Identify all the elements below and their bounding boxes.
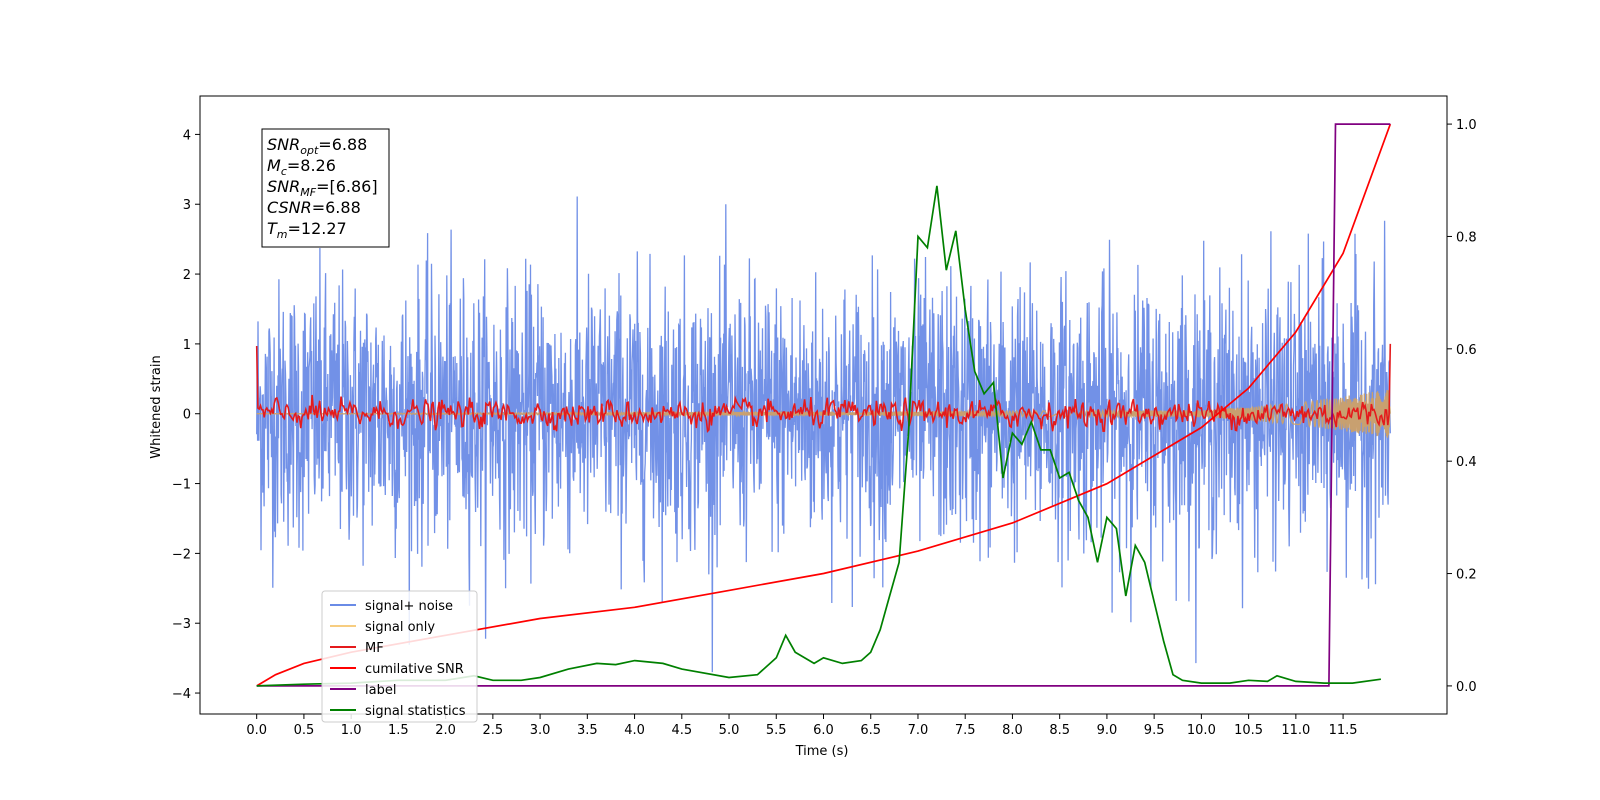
- y-axis-left: −4 −3 −2 −1 0 1 2 3 4: [172, 128, 200, 702]
- legend-label: signal+ noise: [365, 599, 453, 614]
- x-tick-label: 2.0: [435, 723, 456, 738]
- annotation-frame: [261, 128, 390, 248]
- legend-label: MF: [365, 641, 384, 656]
- y2-tick-label: 0.6: [1456, 343, 1477, 358]
- x-tick-label: 7.5: [955, 723, 976, 738]
- y-tick-label: 4: [183, 128, 191, 143]
- legend-label: signal statistics: [365, 704, 466, 719]
- x-tick-label: 10.0: [1187, 723, 1216, 738]
- x-tick-label: 8.5: [1049, 723, 1070, 738]
- annotation-line: SNRMF=[6.86]: [267, 177, 378, 199]
- y-axis-label: Whitened strain: [149, 355, 164, 458]
- annotation-line: Tm=12.27: [267, 219, 347, 241]
- x-tick-label: 6.0: [813, 723, 834, 738]
- x-tick-label: 5.5: [766, 723, 787, 738]
- y2-tick-label: 0.0: [1456, 680, 1477, 695]
- series-label: [256, 123, 1391, 687]
- y2-tick-label: 0.2: [1456, 568, 1477, 583]
- legend-items: signal+ noise signal only MF cumilative SNR…: [330, 599, 466, 719]
- x-tick-label: 5.0: [719, 723, 740, 738]
- series-signal-statistics: [256, 185, 1382, 687]
- y2-tick-label: 0.4: [1456, 455, 1477, 470]
- y-axis-right: 0.0 0.2 0.4 0.6 0.8 1.0: [1447, 118, 1477, 695]
- y-tick-label: 0: [183, 408, 191, 423]
- x-tick-label: 4.0: [624, 723, 645, 738]
- x-tick-label: 2.5: [483, 723, 504, 738]
- x-tick-label: 6.5: [860, 723, 881, 738]
- y-tick-label: 2: [183, 268, 191, 283]
- y-tick-label: −1: [172, 478, 191, 493]
- x-tick-label: 0.0: [246, 723, 267, 738]
- x-tick-label: 11.5: [1329, 723, 1358, 738]
- x-tick-label: 4.5: [671, 723, 692, 738]
- legend-label: signal only: [365, 620, 435, 635]
- x-tick-label: 9.5: [1144, 723, 1165, 738]
- x-tick-label: 11.0: [1281, 723, 1310, 738]
- annotation-line: CSNR=6.88: [267, 198, 361, 217]
- x-axis-label: Time (s): [795, 744, 849, 759]
- x-tick-label: 3.5: [577, 723, 598, 738]
- x-tick-label: 7.0: [908, 723, 929, 738]
- y-tick-label: −2: [172, 547, 191, 562]
- legend-label: cumilative SNR: [365, 662, 464, 677]
- annotation-line: Mc=8.26: [267, 156, 336, 178]
- legend-frame: [321, 590, 478, 723]
- x-tick-label: 0.5: [294, 723, 315, 738]
- x-tick-label: 8.0: [1002, 723, 1023, 738]
- y2-tick-label: 0.8: [1456, 230, 1477, 245]
- x-tick-label: 10.5: [1234, 723, 1263, 738]
- y-tick-label: −3: [172, 617, 191, 632]
- x-tick-label: 1.0: [341, 723, 362, 738]
- x-tick-label: 9.0: [1097, 723, 1118, 738]
- x-tick-label: 1.5: [388, 723, 409, 738]
- x-axis: 0.0 0.5 1.0 1.5 2.0 2.5 3.0 3.5 4.0 4.5 5.0 5.5 6.0 6…: [246, 714, 1358, 738]
- y-tick-label: −4: [172, 687, 191, 702]
- y2-tick-label: 1.0: [1456, 118, 1477, 133]
- annotation-line: SNRopt=6.88: [267, 135, 367, 157]
- legend: signal+ noise signal only MF cumilative SNR…: [321, 590, 478, 723]
- x-tick-label: 3.0: [530, 723, 551, 738]
- series-signal-noise: [256, 196, 1391, 673]
- legend-label: label: [365, 683, 396, 698]
- series-mf: [255, 343, 1392, 434]
- y-tick-label: 3: [183, 198, 191, 213]
- y-tick-label: 1: [183, 338, 191, 353]
